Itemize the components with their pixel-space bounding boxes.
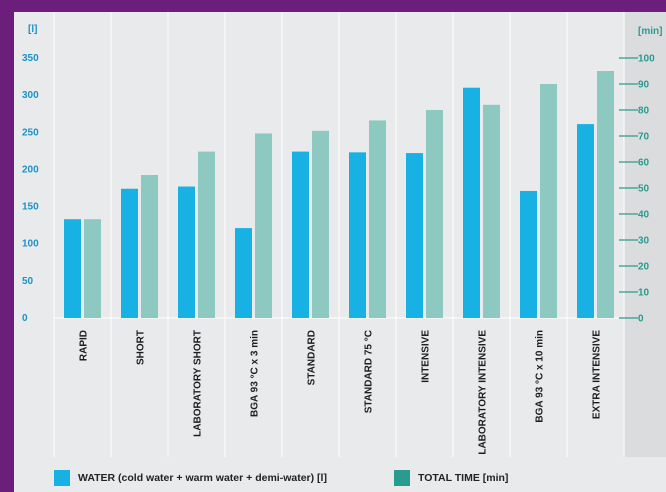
right-axis-tick-label: 30 (638, 236, 650, 247)
left-axis-tick-label: 300 (22, 90, 39, 101)
bar-chart: [l] 0 50 100 150 200 250 300 350 [min] 0 10 20 30 40 50… (22, 12, 666, 457)
legend-item-time: TOTAL TIME [min] (394, 470, 508, 486)
category-label: BGA 93 °C x 10 min (535, 330, 546, 423)
bar-time (141, 175, 158, 318)
right-axis-strip (624, 12, 666, 457)
bar-time (312, 130, 329, 318)
left-axis-tick-label: 350 (22, 53, 39, 64)
right-axis-tick-label: 0 (638, 314, 644, 325)
left-axis-tick-label: 100 (22, 239, 39, 250)
bar-water (463, 87, 480, 318)
bar-water (121, 188, 138, 318)
bar-water (292, 151, 309, 318)
left-axis-tick-label: 50 (22, 276, 34, 287)
right-axis-tick-label: 10 (638, 288, 650, 299)
category-label: LABORATORY INTENSIVE (478, 330, 489, 455)
right-axis-unit: [min] (638, 26, 662, 37)
legend-swatch-time (394, 470, 410, 486)
legend-swatch-water (54, 470, 70, 486)
left-axis-tick-label: 250 (22, 127, 39, 138)
left-axis-tick-label: 150 (22, 202, 39, 213)
left-axis-unit: [l] (28, 24, 37, 35)
right-axis-tick-label: 100 (638, 54, 655, 65)
right-axis-tick-label: 20 (638, 262, 650, 273)
bar-time (369, 120, 386, 319)
bar-time (483, 104, 500, 318)
right-axis-tick-label: 80 (638, 106, 650, 117)
right-axis-tick-label: 90 (638, 80, 650, 91)
bar-water (178, 186, 195, 318)
left-axis-tick-label: 200 (22, 164, 39, 175)
category-label: STANDARD 75 °C (364, 330, 375, 413)
category-label: STANDARD (307, 330, 318, 385)
bar-water (577, 124, 594, 318)
bar-time (198, 151, 215, 318)
right-axis-tick-label: 60 (638, 158, 650, 169)
bar-water (64, 219, 81, 318)
category-label: BGA 93 °C x 3 min (250, 330, 261, 417)
bar-time (255, 133, 272, 318)
category-label: EXTRA INTENSIVE (592, 330, 603, 419)
bar-water (520, 190, 537, 318)
right-axis-tick-label: 50 (638, 184, 650, 195)
bar-time (597, 71, 614, 318)
bar-time (426, 110, 443, 318)
category-label: SHORT (136, 330, 147, 365)
bar-water (349, 152, 366, 318)
bar-water (406, 153, 423, 318)
category-label: INTENSIVE (421, 330, 432, 383)
bar-time (540, 84, 557, 318)
chart-frame: [l] 0 50 100 150 200 250 300 350 [min] 0 10 20 30 40 50… (14, 12, 666, 492)
legend-label-time: TOTAL TIME [min] (418, 472, 509, 484)
right-axis-tick-label: 70 (638, 132, 650, 143)
category-label: RAPID (79, 330, 90, 361)
bar-time (84, 219, 101, 318)
legend-label-water: WATER (cold water + warm water + demi-wa… (78, 472, 327, 484)
right-axis-tick-label: 40 (638, 210, 650, 221)
bar-water (235, 228, 252, 318)
legend-item-water: WATER (cold water + warm water + demi-wa… (54, 470, 327, 486)
category-label: LABORATORY SHORT (193, 330, 204, 437)
left-axis-tick-label: 0 (22, 313, 28, 324)
